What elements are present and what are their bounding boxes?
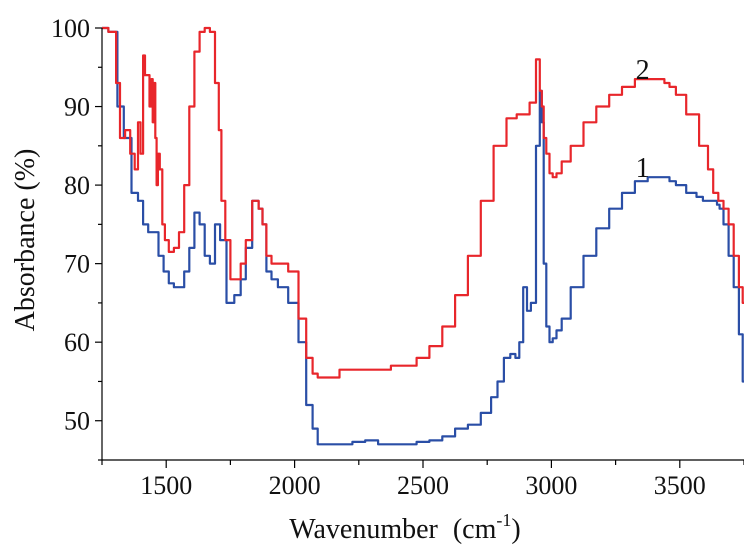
y-tick-label: 50 (64, 407, 90, 436)
y-tick-label: 100 (51, 14, 90, 43)
plot-area (102, 26, 744, 446)
x-axis-title-main: Wavenumber (289, 514, 438, 545)
series-label-2: 2 (636, 55, 650, 86)
series-label-1: 1 (636, 153, 650, 184)
series-line-2 (102, 26, 744, 379)
x-ticks: 1500 2000 2500 3000 3500 (101, 460, 744, 500)
y-tick-label: 90 (64, 93, 90, 122)
x-tick-label: 2000 (269, 471, 321, 500)
series-line-1 (102, 26, 744, 446)
x-tick-label: 3000 (525, 471, 577, 500)
x-tick-label: 2500 (397, 471, 449, 500)
x-axis-title: Wavenumber (cm-1) (289, 510, 520, 545)
y-tick-label: 70 (64, 250, 90, 279)
y-tick-label: 60 (64, 328, 90, 357)
x-axis-title-unit-exponent: -1 (496, 510, 511, 530)
x-tick-label: 1500 (140, 471, 192, 500)
series-labels: 12 (636, 55, 650, 184)
y-tick-label: 80 (64, 171, 90, 200)
axes (101, 28, 744, 461)
x-axis-title-unit-prefix: (cm (453, 514, 497, 545)
y-ticks: 50 60 70 80 90 100 (51, 14, 102, 461)
y-axis-title: Absorbance (%) (10, 149, 41, 332)
x-axis-title-unit-suffix: ) (511, 514, 520, 545)
x-tick-label: 3500 (654, 471, 706, 500)
